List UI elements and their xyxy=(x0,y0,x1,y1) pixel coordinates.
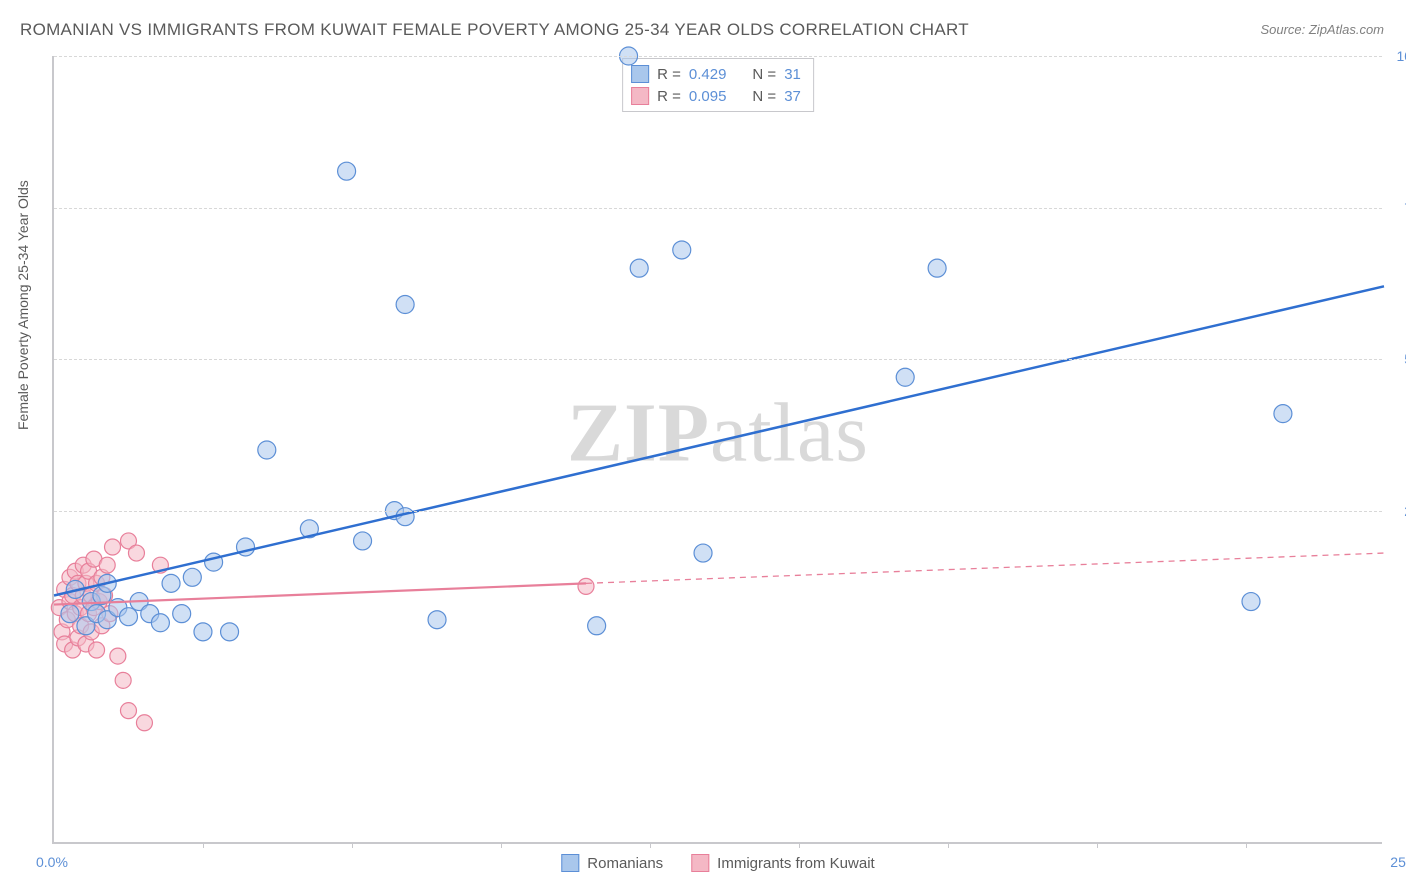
data-point-romanians xyxy=(61,605,79,623)
x-tick-mark xyxy=(501,842,502,848)
data-point-romanians xyxy=(354,532,372,550)
legend-item-romanians: Romanians xyxy=(561,854,663,872)
y-tick-label: 75.0% xyxy=(1389,200,1406,216)
x-tick-mark xyxy=(1246,842,1247,848)
x-tick-mark xyxy=(1097,842,1098,848)
y-tick-label: 25.0% xyxy=(1389,503,1406,519)
gridline-h xyxy=(54,511,1382,512)
y-tick-label: 50.0% xyxy=(1389,351,1406,367)
data-point-kuwait xyxy=(105,539,121,555)
trend-line xyxy=(54,286,1384,595)
x-tick-mark xyxy=(352,842,353,848)
data-point-kuwait xyxy=(120,703,136,719)
data-point-romanians xyxy=(221,623,239,641)
x-tick-max: 25.0% xyxy=(1390,854,1406,870)
data-point-romanians xyxy=(258,441,276,459)
source-attribution: Source: ZipAtlas.com xyxy=(1260,22,1384,37)
gridline-h xyxy=(54,359,1382,360)
data-point-kuwait xyxy=(115,672,131,688)
data-point-romanians xyxy=(428,611,446,629)
data-point-romanians xyxy=(338,162,356,180)
x-tick-mark xyxy=(948,842,949,848)
x-tick-mark xyxy=(203,842,204,848)
data-point-kuwait xyxy=(99,557,115,573)
data-point-kuwait xyxy=(89,642,105,658)
data-point-romanians xyxy=(673,241,691,259)
data-point-romanians xyxy=(173,605,191,623)
legend-item-kuwait: Immigrants from Kuwait xyxy=(691,854,875,872)
y-tick-label: 100.0% xyxy=(1389,48,1406,64)
legend-label-kuwait: Immigrants from Kuwait xyxy=(717,855,875,872)
plot-area: ZIPatlas R = 0.429 N = 31 R = 0.095 N = … xyxy=(52,56,1382,844)
data-point-kuwait xyxy=(110,648,126,664)
gridline-h xyxy=(54,208,1382,209)
legend-label-romanians: Romanians xyxy=(587,855,663,872)
data-point-romanians xyxy=(694,544,712,562)
data-point-romanians xyxy=(194,623,212,641)
data-point-kuwait xyxy=(136,715,152,731)
y-axis-label: Female Poverty Among 25-34 Year Olds xyxy=(15,180,31,430)
data-point-romanians xyxy=(151,614,169,632)
data-point-romanians xyxy=(119,608,137,626)
data-point-romanians xyxy=(896,368,914,386)
data-point-romanians xyxy=(630,259,648,277)
swatch-pink-b xyxy=(691,854,709,872)
chart-title: ROMANIAN VS IMMIGRANTS FROM KUWAIT FEMAL… xyxy=(20,20,969,40)
data-point-romanians xyxy=(162,574,180,592)
x-tick-mark xyxy=(799,842,800,848)
data-point-romanians xyxy=(588,617,606,635)
data-point-romanians xyxy=(928,259,946,277)
data-point-kuwait xyxy=(578,578,594,594)
gridline-h xyxy=(54,56,1382,57)
data-point-romanians xyxy=(1242,593,1260,611)
data-point-romanians xyxy=(396,296,414,314)
scatter-svg xyxy=(54,56,1382,842)
x-tick-origin: 0.0% xyxy=(36,854,68,870)
swatch-blue-b xyxy=(561,854,579,872)
data-point-romanians xyxy=(1274,405,1292,423)
x-tick-mark xyxy=(650,842,651,848)
data-point-romanians xyxy=(183,568,201,586)
legend-series: Romanians Immigrants from Kuwait xyxy=(561,854,874,872)
data-point-kuwait xyxy=(128,545,144,561)
